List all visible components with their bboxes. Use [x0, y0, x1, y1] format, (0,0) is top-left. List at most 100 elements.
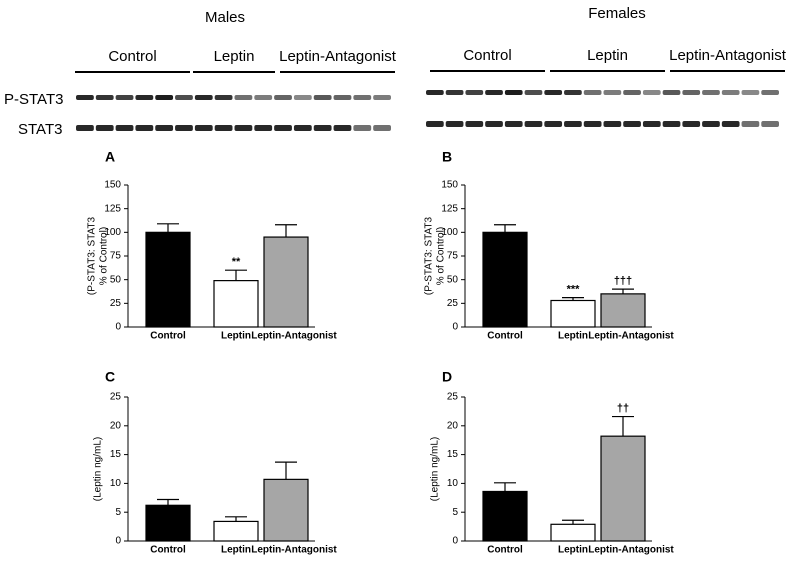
blot-band — [603, 90, 622, 95]
blot-band — [524, 90, 543, 95]
blot-band — [333, 95, 352, 100]
blot-band — [445, 121, 464, 127]
row-label: P-STAT3 — [4, 91, 63, 108]
y-tick-label: 10 — [447, 478, 459, 489]
significance-label: ††† — [614, 275, 632, 287]
y-tick-label: 25 — [110, 298, 122, 309]
y-tick-label: 0 — [115, 536, 121, 547]
blot-band — [234, 95, 253, 100]
y-tick-label: 5 — [452, 507, 458, 518]
blot-band — [583, 121, 602, 127]
bar — [482, 490, 528, 542]
blot-band — [485, 90, 503, 95]
y-tick-label: 20 — [110, 420, 122, 431]
blot-band — [702, 90, 720, 95]
group-label: Leptin — [214, 48, 255, 65]
blot-band — [95, 125, 114, 131]
x-tick-label: Control — [150, 331, 186, 342]
blot-band — [254, 125, 273, 131]
significance-label: ** — [232, 256, 241, 268]
group-label: Leptin-Antagonist — [669, 47, 787, 64]
blot-band — [642, 90, 661, 95]
blot-band — [662, 90, 681, 95]
y-tick-label: 15 — [447, 449, 459, 460]
blot-band — [583, 90, 602, 95]
blot-band — [721, 121, 740, 127]
y-axis-label: (Leptin ng/mL) — [430, 437, 441, 501]
bar — [145, 504, 191, 542]
blot-band — [353, 125, 372, 131]
blot-band — [214, 125, 233, 131]
group-label: Control — [463, 47, 511, 64]
group-label: Leptin-Antagonist — [279, 48, 397, 65]
y-tick-label: 75 — [447, 251, 459, 262]
bar — [263, 236, 309, 328]
y-tick-label: 25 — [110, 392, 122, 403]
x-tick-label: Leptin-Antagonist — [251, 331, 337, 342]
males-title: Males — [205, 9, 245, 26]
bar — [213, 520, 259, 542]
blot-band — [603, 121, 622, 127]
panel-label: B — [442, 149, 452, 165]
x-tick-label: Leptin-Antagonist — [251, 545, 337, 556]
blot-band — [274, 95, 292, 100]
y-axis-label: (P-STAT3: STAT3 — [87, 216, 98, 295]
bar — [550, 299, 596, 328]
females-title: Females — [588, 5, 646, 22]
y-tick-label: 100 — [441, 227, 458, 238]
bar — [482, 231, 528, 328]
blot-band — [274, 125, 292, 131]
panel-label: C — [105, 369, 115, 385]
blot-band — [135, 125, 154, 131]
blot-band — [623, 90, 641, 95]
blot-band — [155, 125, 174, 131]
y-tick-label: 125 — [441, 203, 458, 214]
bar — [213, 280, 259, 328]
blot-band — [682, 121, 701, 127]
blot-band — [76, 95, 94, 100]
blot-band — [524, 121, 543, 127]
blot-band — [115, 125, 134, 131]
blot-band — [373, 125, 391, 131]
x-tick-label: Control — [487, 545, 523, 556]
x-tick-label: Leptin — [221, 331, 251, 342]
blot-band — [761, 90, 779, 95]
y-tick-label: 150 — [441, 180, 458, 191]
group-label: Control — [108, 48, 156, 65]
blot-band — [214, 95, 233, 100]
y-tick-label: 125 — [104, 203, 121, 214]
blot-band — [662, 121, 681, 127]
x-tick-label: Leptin — [558, 545, 588, 556]
x-tick-label: Leptin — [558, 331, 588, 342]
row-label: STAT3 — [18, 121, 62, 138]
x-tick-label: Control — [150, 545, 186, 556]
y-tick-label: 0 — [452, 322, 458, 333]
bar — [600, 435, 646, 542]
bar — [600, 293, 646, 328]
blot-band — [194, 95, 213, 100]
y-axis-label: % of Control) — [436, 227, 447, 285]
blot-band — [313, 95, 332, 100]
y-axis-label: % of Control) — [99, 227, 110, 285]
y-tick-label: 50 — [110, 274, 122, 285]
blot-band — [465, 90, 484, 95]
y-tick-label: 75 — [110, 251, 122, 262]
blot-band — [293, 95, 312, 100]
y-axis-label: (Leptin ng/mL) — [93, 437, 104, 501]
blot-band — [721, 90, 740, 95]
y-axis-label: (P-STAT3: STAT3 — [424, 216, 435, 295]
bar — [263, 478, 309, 542]
blot-band — [741, 121, 760, 127]
y-tick-label: 15 — [110, 449, 122, 460]
panel-label: A — [105, 149, 115, 165]
panel-label: D — [442, 369, 452, 385]
blot-band — [313, 125, 332, 131]
blot-band — [642, 121, 661, 127]
significance-label: †† — [617, 402, 629, 414]
y-tick-label: 25 — [447, 298, 459, 309]
blot-band — [623, 121, 641, 127]
blot-band — [702, 121, 720, 127]
blot-band — [465, 121, 484, 127]
y-tick-label: 10 — [110, 478, 122, 489]
